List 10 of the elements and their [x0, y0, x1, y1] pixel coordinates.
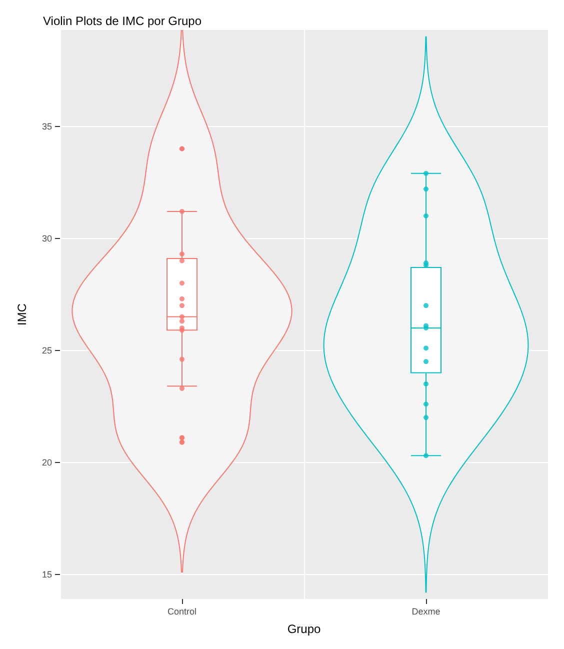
chart-title: Violin Plots de IMC por Grupo [43, 14, 202, 28]
x-tick-label: Control [167, 606, 197, 616]
y-tick-label: 15 [42, 569, 52, 580]
y-axis-title: IMC [15, 303, 29, 326]
x-axis-title: Grupo [287, 622, 321, 636]
y-tick-label: 20 [42, 457, 52, 468]
y-tick-label: 30 [42, 233, 52, 244]
y-tick-label: 35 [42, 121, 52, 132]
x-tick-label: Dexme [412, 606, 440, 616]
y-tick-label: 25 [42, 345, 52, 356]
